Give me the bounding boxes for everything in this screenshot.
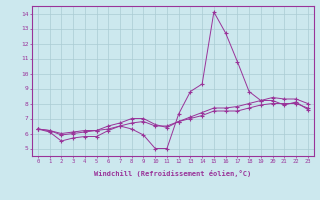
X-axis label: Windchill (Refroidissement éolien,°C): Windchill (Refroidissement éolien,°C)	[94, 170, 252, 177]
